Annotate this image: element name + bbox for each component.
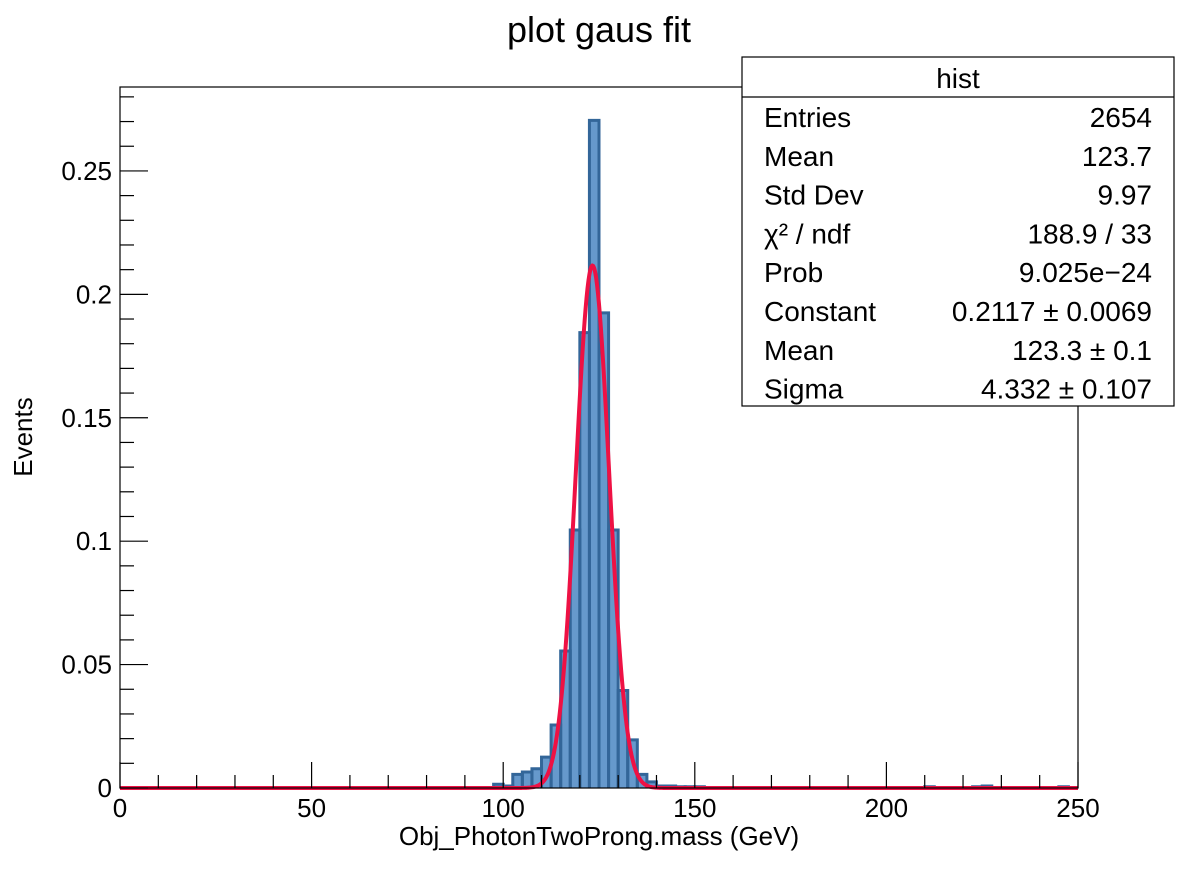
- y-tick-label: 0.15: [61, 403, 112, 433]
- y-tick-label: 0.1: [76, 526, 112, 556]
- stats-row-value: 0.2117 ± 0.0069: [952, 296, 1152, 327]
- histogram-bar: [570, 530, 580, 788]
- stats-row-label: χ² / ndf: [764, 218, 851, 249]
- x-axis-label: Obj_PhotonTwoProng.mass (GeV): [399, 821, 799, 851]
- histogram-bar: [579, 332, 590, 788]
- chart-title: plot gaus fit: [507, 9, 691, 50]
- x-tick-label: 200: [865, 793, 908, 823]
- stats-row-value: 188.9 / 33: [1027, 218, 1152, 249]
- histogram-bar: [522, 771, 532, 788]
- histogram-bar: [646, 781, 657, 788]
- y-axis-label: Events: [8, 397, 38, 477]
- stats-row-label: Mean: [764, 335, 834, 366]
- stats-row-label: Mean: [764, 141, 834, 172]
- stats-row-label: Constant: [764, 296, 876, 327]
- stats-row-label: Std Dev: [764, 180, 864, 211]
- x-tick-label: 0: [113, 793, 127, 823]
- stats-row-value: 9.97: [1098, 180, 1153, 211]
- stats-row-value: 4.332 ± 0.107: [981, 374, 1152, 405]
- stats-row-label: Sigma: [764, 374, 844, 405]
- histogram-bar: [551, 725, 561, 788]
- x-tick-label: 150: [673, 793, 716, 823]
- x-tick-label: 50: [297, 793, 326, 823]
- stats-row-value: 123.3 ± 0.1: [1012, 335, 1152, 366]
- x-tick-label: 250: [1056, 793, 1099, 823]
- stats-row-value: 123.7: [1082, 141, 1152, 172]
- histogram-bar: [589, 120, 599, 788]
- stats-rows: Entries 2654 Mean 123.7 Std Dev 9.97 χ² / ndf 1…: [764, 102, 1152, 405]
- stats-box-title: hist: [936, 63, 980, 94]
- histogram-bar: [512, 774, 523, 788]
- stats-row-value: 2654: [1090, 102, 1152, 133]
- stats-row-label: Entries: [764, 102, 851, 133]
- x-axis: 0 50 100 150 200 250: [113, 762, 1100, 823]
- y-tick-label: 0.05: [61, 650, 112, 680]
- stats-row-label: Prob: [764, 257, 823, 288]
- histogram-bar: [599, 312, 609, 788]
- x-tick-label: 100: [482, 793, 525, 823]
- y-tick-label: 0.2: [76, 279, 112, 309]
- plot-frame: [119, 86, 1079, 789]
- stats-box-frame: [741, 56, 1175, 407]
- histogram-bar: [560, 651, 571, 788]
- stats-box: hist Entries 2654 Mean 123.7 Std Dev 9.97 χ² /…: [741, 56, 1175, 407]
- histogram-bar: [531, 768, 542, 788]
- y-tick-label: 0: [98, 773, 112, 803]
- y-axis: 0 0.05 0.1 0.15 0.2 0.25: [61, 96, 148, 803]
- y-tick-label: 0.25: [61, 156, 112, 186]
- histogram-bar: [608, 530, 619, 788]
- stats-row-value: 9.025e−24: [1019, 257, 1152, 288]
- histogram-bar: [618, 690, 628, 788]
- histogram-bar-outline: [626, 738, 639, 788]
